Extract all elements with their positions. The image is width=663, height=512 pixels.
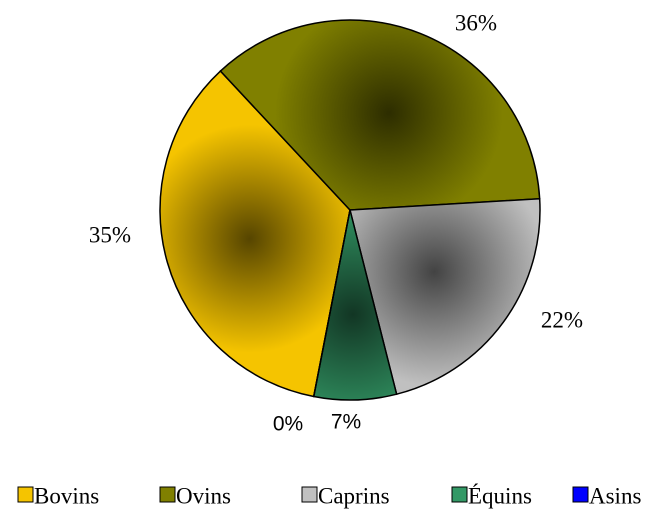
legend-label: Ovins bbox=[176, 483, 231, 508]
data-label: 7% bbox=[331, 411, 361, 434]
legend-label: Équins bbox=[468, 483, 532, 508]
data-label: 35% bbox=[89, 222, 131, 247]
legend-swatch bbox=[572, 486, 589, 503]
legend-label: Asins bbox=[589, 483, 641, 508]
pie-slice bbox=[349, 197, 541, 396]
data-label: 0% bbox=[273, 413, 303, 436]
pie-slice bbox=[159, 69, 351, 398]
data-label: 36% bbox=[455, 10, 497, 35]
legend-swatch bbox=[301, 486, 318, 503]
legend-swatch bbox=[451, 486, 468, 503]
legend-label: Caprins bbox=[318, 483, 390, 508]
data-label: 22% bbox=[541, 307, 583, 332]
legend-swatch bbox=[17, 486, 34, 503]
legend-swatch bbox=[159, 486, 176, 503]
legend-label: Bovins bbox=[34, 483, 99, 508]
pie-slice bbox=[313, 209, 351, 397]
pie-slice bbox=[219, 19, 541, 211]
